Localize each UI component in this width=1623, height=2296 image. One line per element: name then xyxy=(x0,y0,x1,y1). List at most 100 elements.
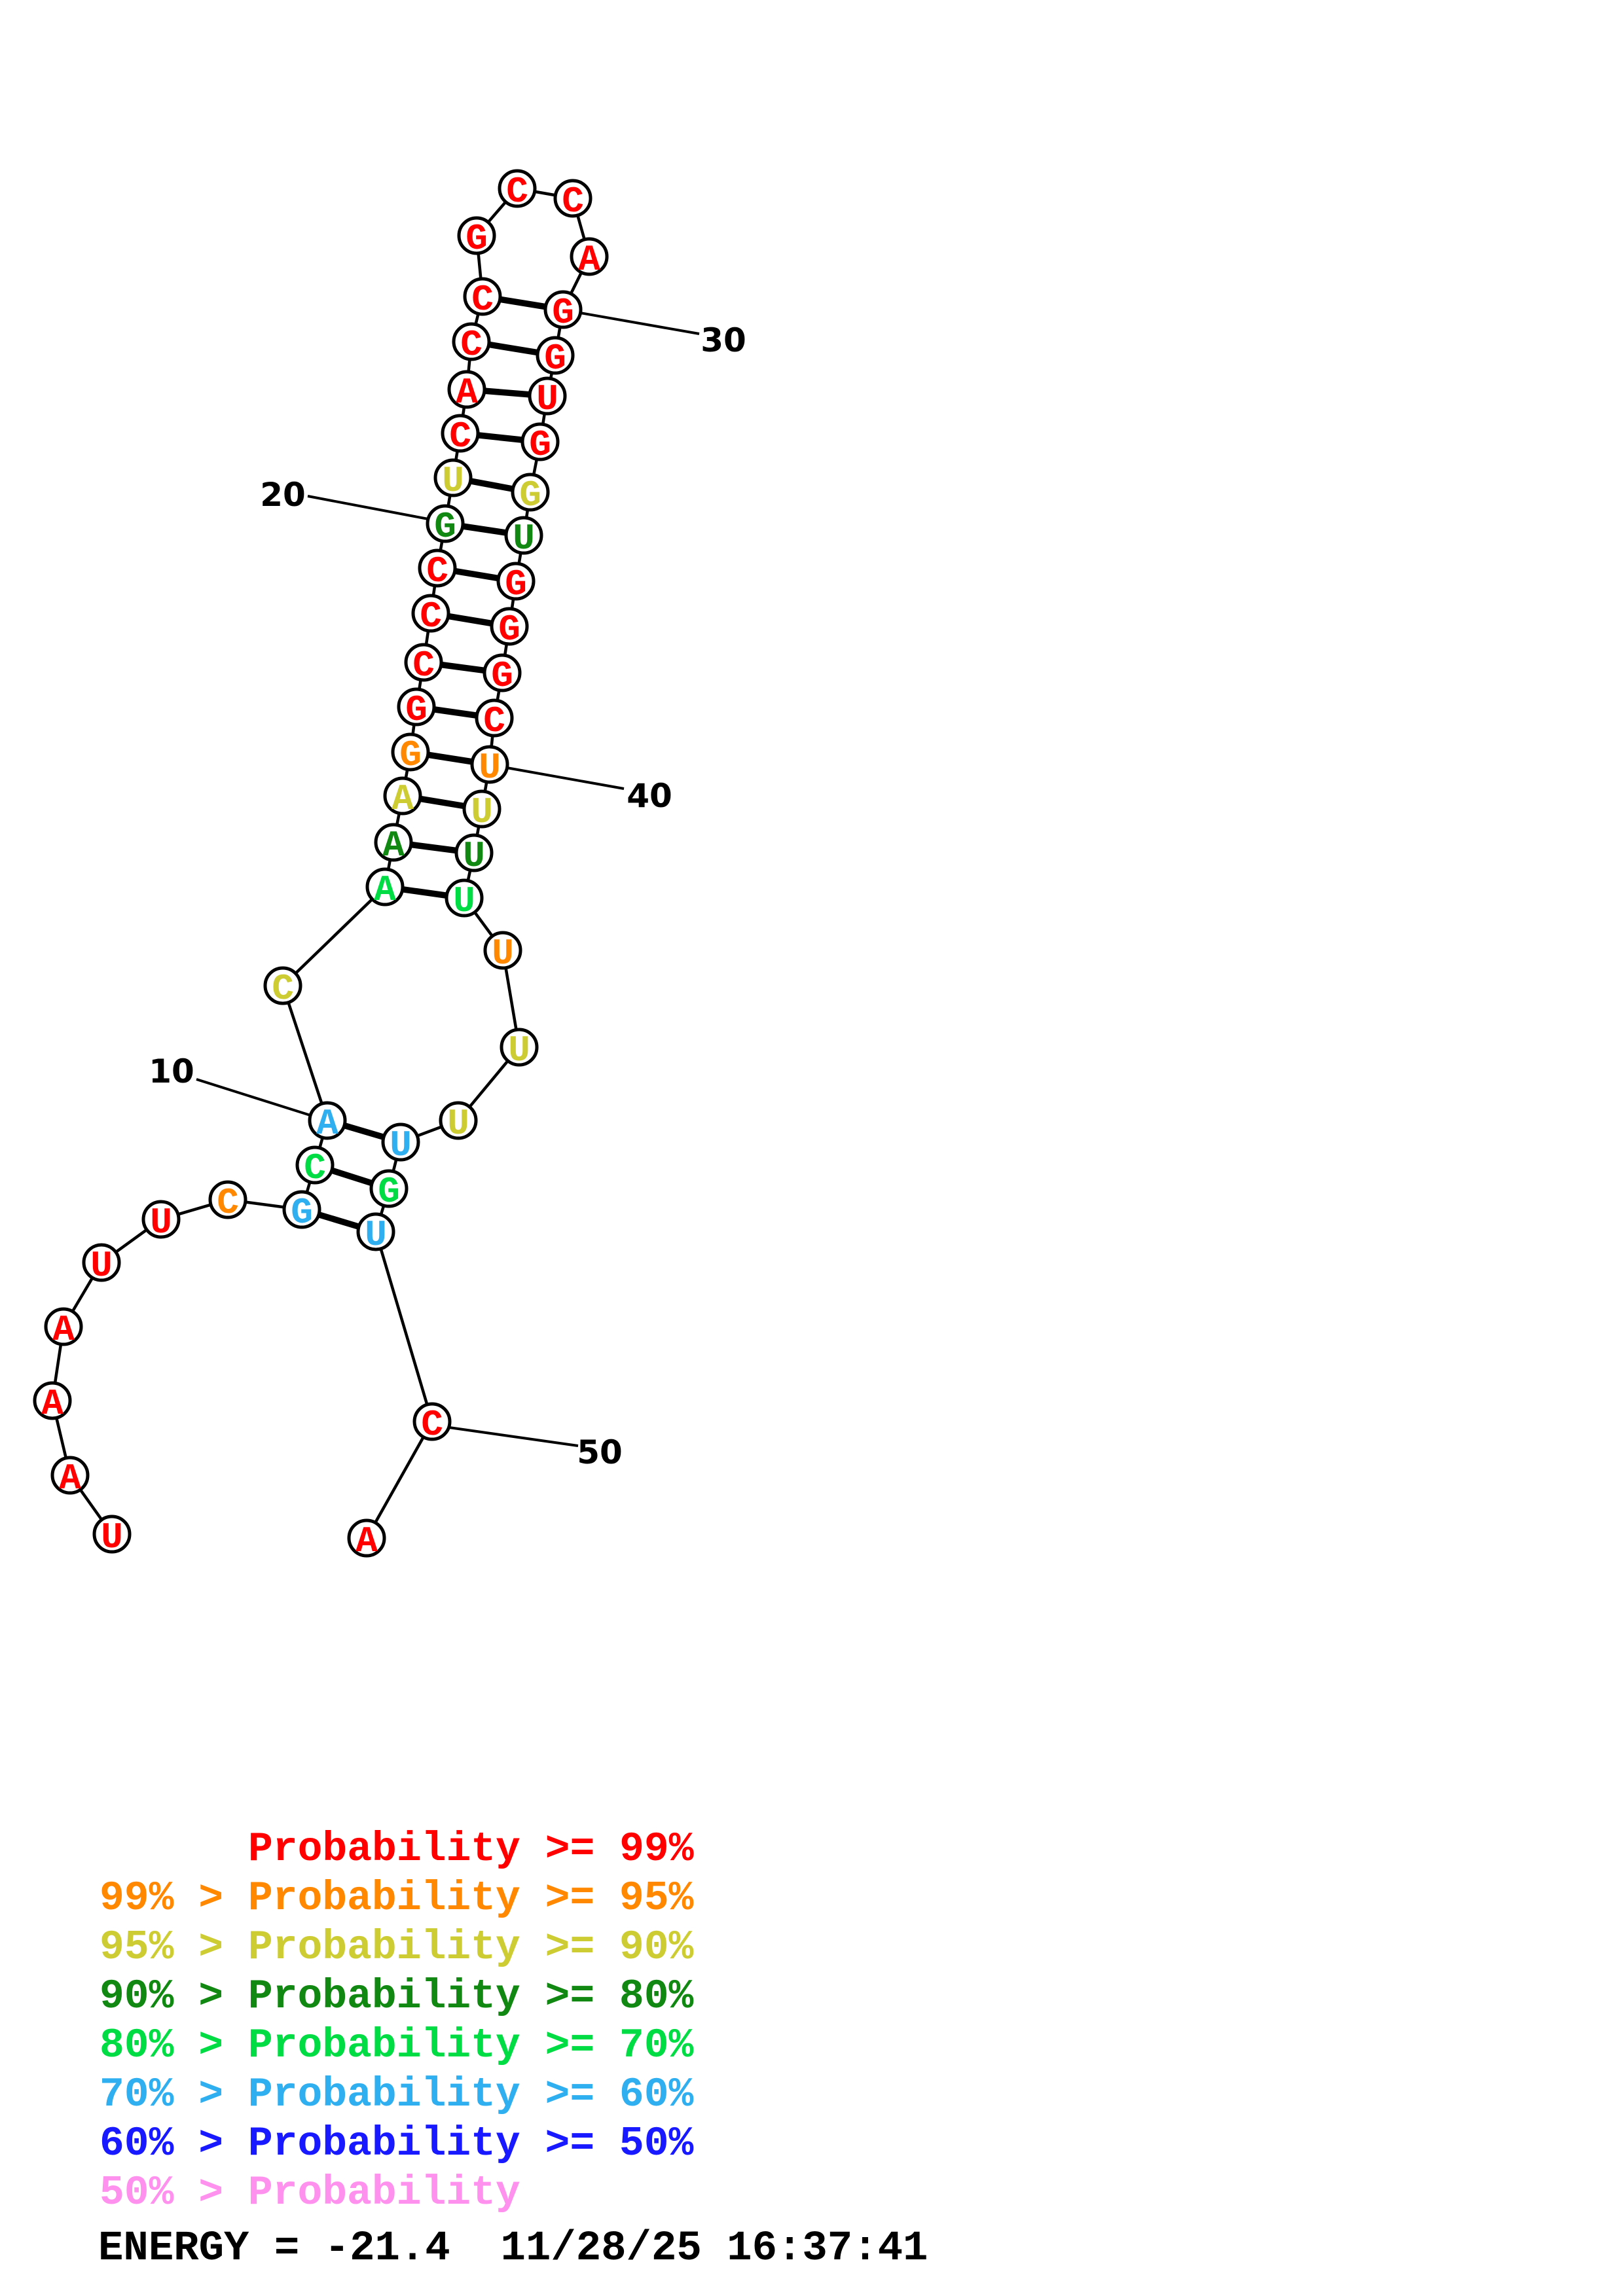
nucleotide: G xyxy=(543,290,583,334)
nucleotide: G xyxy=(511,473,550,516)
backbone-segment xyxy=(374,1231,434,1422)
nucleotide: G xyxy=(369,1169,409,1213)
nucleotide: C xyxy=(263,966,302,1010)
nucleotide: U xyxy=(483,931,522,975)
nucleotide-circle xyxy=(356,1212,395,1251)
nucleotide: G xyxy=(496,562,536,605)
nucleotide: A xyxy=(374,823,413,867)
nucleotide-base: G xyxy=(491,655,513,697)
nucleotide-circle xyxy=(418,548,457,588)
nucleotide-base: A xyxy=(356,1520,378,1562)
nucleotide-base: G xyxy=(529,424,551,466)
nucleotide-circle xyxy=(44,1307,83,1346)
nucleotide: G xyxy=(490,607,529,651)
nucleotide-base: C xyxy=(304,1147,326,1189)
nucleotide-circle xyxy=(412,1402,452,1441)
nucleotide-base: U xyxy=(492,933,514,975)
nucleotide-circle xyxy=(504,516,543,555)
nucleotide: C xyxy=(404,643,443,687)
nucleotide: U xyxy=(454,833,494,877)
nucleotide: U xyxy=(439,1101,478,1145)
nucleotide-circle xyxy=(92,1515,132,1554)
nucleotide-circle xyxy=(397,687,436,726)
nucleotide: U xyxy=(445,878,484,922)
nucleotide-circle xyxy=(496,562,536,601)
nucleotide: C xyxy=(412,1402,452,1446)
nucleotide-base: U xyxy=(365,1214,387,1256)
nucleotide: U xyxy=(92,1515,132,1558)
nucleotide-circle xyxy=(347,1518,386,1558)
nucleotide-circle xyxy=(528,376,567,416)
nucleotide: U xyxy=(381,1122,420,1166)
nucleotide-base: G xyxy=(405,689,428,731)
nucleotide: U xyxy=(528,376,567,420)
legend-item: 95% > Probability >= 90% xyxy=(100,1924,694,1971)
nucleotide: U xyxy=(356,1212,395,1256)
nucleotide-base: A xyxy=(456,372,478,414)
nucleotide-circle xyxy=(50,1456,90,1495)
nucleotide: U xyxy=(462,789,501,833)
legend-item: 70% > Probability >= 60% xyxy=(100,2072,694,2118)
nucleotide-base: A xyxy=(41,1383,64,1425)
nucleotide-circle xyxy=(263,966,302,1005)
nucleotide-base: U xyxy=(101,1516,123,1558)
nucleotide-base: G xyxy=(505,564,527,605)
nucleotide-base: C xyxy=(471,279,494,321)
position-label: 40 xyxy=(627,777,672,815)
nucleotide-circle xyxy=(483,931,522,970)
nucleotide: G xyxy=(426,504,465,548)
nucleotide-circle xyxy=(498,169,537,208)
nucleotide-base: U xyxy=(447,1103,469,1145)
nucleotide-base: G xyxy=(399,734,422,776)
backbone-segment xyxy=(281,985,329,1121)
nucleotide: G xyxy=(536,336,575,380)
nucleotide-base: G xyxy=(519,475,541,516)
nucleotide: G xyxy=(391,732,430,776)
nucleotide: C xyxy=(475,698,514,742)
nucleotide-circle xyxy=(553,179,593,218)
nucleotide-circle xyxy=(570,237,609,276)
nucleotide: A xyxy=(347,1518,386,1562)
nucleotide-circle xyxy=(452,322,491,361)
nucleotide-circle xyxy=(483,653,522,692)
nucleotide-base: C xyxy=(421,1404,443,1446)
nucleotide: C xyxy=(295,1145,335,1189)
nucleotide: A xyxy=(365,867,405,911)
nucleotide: U xyxy=(141,1200,181,1244)
nucleotide: G xyxy=(483,653,522,697)
nucleotide: G xyxy=(397,687,436,731)
nucleotide-base: C xyxy=(420,596,442,637)
nucleotide-base: U xyxy=(463,835,485,877)
position-leader-line xyxy=(448,1426,579,1447)
legend-item: Probability >= 99% xyxy=(248,1826,694,1873)
nucleotide: C xyxy=(441,414,480,457)
nucleotide-base: C xyxy=(562,181,584,223)
nucleotide-circle xyxy=(282,1190,321,1229)
nucleotide: C xyxy=(498,169,537,213)
nucleotide-base: U xyxy=(508,1030,530,1071)
nucleotide-circle xyxy=(439,1101,478,1140)
label-leader-lines xyxy=(196,312,700,1447)
nucleotide: U xyxy=(470,745,509,789)
nucleotide-circle xyxy=(411,594,450,633)
nucleotide-circle xyxy=(383,776,422,816)
nucleotide: C xyxy=(208,1180,247,1224)
nucleotide: A xyxy=(447,370,486,414)
nucleotide-circle xyxy=(536,336,575,375)
nucleotide-circle xyxy=(457,216,496,255)
nucleotide: G xyxy=(457,216,496,260)
nucleotide-circle xyxy=(365,867,405,906)
nucleotide-base: G xyxy=(434,506,456,548)
position-leader-line xyxy=(196,1078,311,1117)
nucleotide-circle xyxy=(463,277,502,316)
position-leader-line xyxy=(307,495,429,520)
nucleotide: U xyxy=(500,1028,539,1071)
position-label: 20 xyxy=(260,476,306,514)
nucleotide-base: C xyxy=(449,416,471,457)
nucleotide: C xyxy=(463,277,502,321)
nucleotide-base: G xyxy=(552,292,574,334)
nucleotide: C xyxy=(452,322,491,366)
